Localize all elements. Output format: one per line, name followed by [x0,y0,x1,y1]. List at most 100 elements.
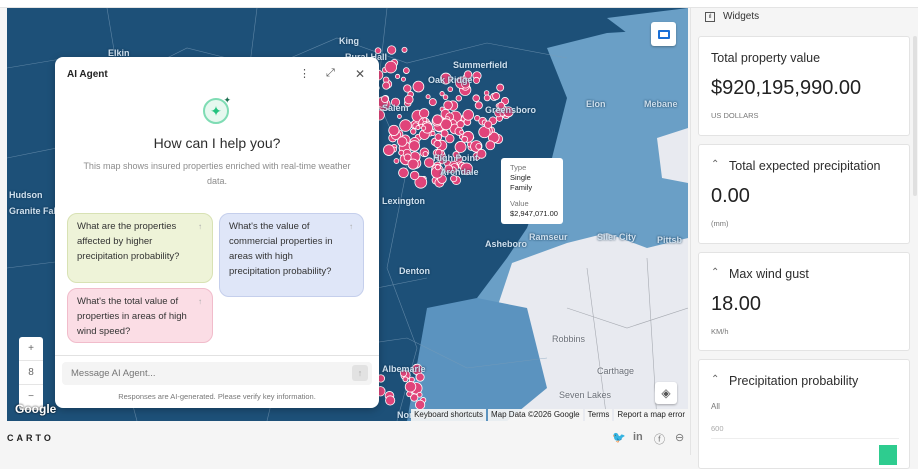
zoom-out-button[interactable]: − [28,391,34,402]
property-point[interactable] [398,149,405,156]
property-point[interactable] [409,170,420,181]
property-point[interactable] [414,175,428,189]
property-point[interactable] [485,140,496,151]
keyboard-shortcuts-link[interactable]: Keyboard shortcuts [411,409,486,421]
suggestion-commercial[interactable]: What's the value of commercial propertie… [219,213,364,297]
more-options-icon[interactable]: ⋮ [299,68,310,80]
close-icon[interactable]: ✕ [355,67,366,81]
property-point[interactable] [452,151,460,159]
suggestion-precipitation[interactable]: What are the properties affected by high… [67,213,213,283]
property-point[interactable] [474,101,483,110]
property-point[interactable] [407,158,419,170]
property-point[interactable] [432,114,443,125]
property-point[interactable] [472,76,480,84]
property-point[interactable] [408,140,420,152]
property-point[interactable] [459,129,465,135]
property-point[interactable] [434,164,441,171]
property-point[interactable] [384,60,398,74]
property-point[interactable] [444,164,454,174]
property-point[interactable] [390,97,401,107]
property-point[interactable] [402,376,409,383]
property-point[interactable] [412,80,425,93]
property-point[interactable] [503,106,514,118]
property-point[interactable] [443,100,453,110]
property-point[interactable] [450,175,458,183]
property-point[interactable] [416,391,423,398]
chevron-up-icon[interactable]: ⌃ [711,374,720,385]
zoom-in-button[interactable]: + [19,337,43,361]
property-point[interactable] [456,120,465,129]
twitter-icon[interactable]: 🐦 [612,432,626,444]
property-point[interactable] [410,128,417,135]
scrollbar[interactable] [913,36,917,196]
property-point[interactable] [400,76,406,82]
property-point[interactable] [374,47,382,55]
linkedin-icon[interactable]: in [633,431,643,443]
property-point[interactable] [475,143,483,150]
suggestion-wind[interactable]: What's the total value of properties in … [67,288,213,343]
property-point[interactable] [385,395,396,406]
property-point[interactable] [424,157,435,168]
widget-filter-all[interactable]: All [711,402,720,411]
property-point[interactable] [463,70,473,79]
property-point[interactable] [492,92,501,101]
layers-button[interactable]: ◈ [655,382,677,404]
property-point[interactable] [399,119,412,132]
property-point[interactable] [433,139,442,148]
property-point[interactable] [428,98,437,107]
property-point[interactable] [403,84,412,93]
property-point[interactable] [381,95,389,103]
property-point[interactable] [455,95,463,102]
property-point[interactable] [415,372,425,382]
property-point[interactable] [420,125,427,131]
property-point[interactable] [462,109,474,121]
property-point[interactable] [497,101,505,110]
property-point[interactable] [460,162,473,176]
property-point[interactable] [415,125,421,131]
property-point[interactable] [484,120,493,129]
legend-toggle-button[interactable] [651,22,676,46]
property-point[interactable] [383,144,395,156]
property-point[interactable] [476,148,487,159]
property-point[interactable] [434,133,443,141]
report-map-error-link[interactable]: Report a map error [614,409,688,421]
chevron-up-icon[interactable]: ⌃ [711,159,720,170]
property-point[interactable] [439,91,445,97]
property-point[interactable] [397,114,402,119]
property-point[interactable] [402,67,410,74]
property-point[interactable] [382,81,391,90]
property-point[interactable] [404,94,414,105]
property-point[interactable] [422,117,428,123]
property-point[interactable] [439,158,446,165]
property-point[interactable] [397,136,408,147]
property-point[interactable] [422,151,429,157]
property-point[interactable] [403,153,412,162]
property-point[interactable] [401,46,408,53]
property-point[interactable] [404,381,417,393]
property-point[interactable] [399,369,408,377]
histogram-bar[interactable] [879,445,897,465]
property-point[interactable] [419,108,430,119]
link-icon[interactable]: ⊖ [675,432,685,444]
property-point[interactable] [395,73,401,79]
expand-icon[interactable]: ⤢ [326,67,335,79]
property-point[interactable] [461,135,469,143]
property-point[interactable] [430,130,436,136]
property-point[interactable] [483,94,491,102]
send-button[interactable]: ↑ [352,365,368,381]
property-point[interactable] [388,124,400,136]
property-point[interactable] [435,148,443,157]
property-point[interactable] [398,167,409,179]
property-point[interactable] [425,94,431,100]
property-point[interactable] [472,94,480,102]
property-point[interactable] [442,94,449,100]
property-point[interactable] [440,129,449,138]
property-point[interactable] [454,141,467,153]
property-point[interactable] [447,86,454,93]
message-input[interactable] [62,362,372,385]
property-point[interactable] [393,158,400,164]
chevron-up-icon[interactable]: ⌃ [711,267,720,278]
property-point[interactable] [496,83,505,92]
property-point[interactable] [387,45,397,55]
facebook-icon[interactable]: ⓕ [654,434,665,446]
